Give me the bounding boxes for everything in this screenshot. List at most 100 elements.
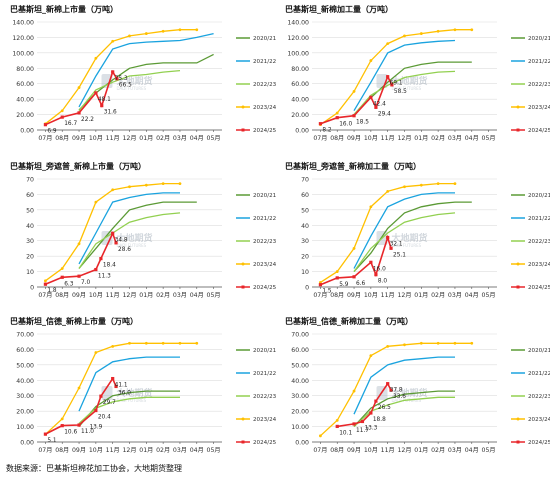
y-tick-label: 140.00: [12, 20, 34, 27]
data-point: [419, 341, 423, 345]
data-point: [128, 34, 131, 38]
chart-svg: 0.00 20.00 40.00 60.00 80.00 100.00 120.00 140.…: [287, 20, 550, 143]
y-tick-label: 140.00: [287, 20, 309, 27]
series-line-2022-23: [78, 212, 181, 269]
watermark-name: 大地期货: [117, 387, 153, 399]
series-line-2020-21: [78, 390, 180, 428]
data-point: [77, 423, 81, 427]
data-point: [369, 205, 373, 209]
x-tick-label: 01月: [139, 292, 153, 299]
series-line-2021-22: [353, 356, 455, 415]
legend-marker: [516, 440, 520, 444]
y-tick-label: 60.00: [291, 347, 309, 354]
data-label: 8.0: [378, 279, 388, 285]
legend-marker: [241, 285, 245, 289]
data-point: [60, 267, 64, 270]
x-tick-label: 10月: [89, 292, 103, 299]
data-point: [386, 75, 390, 79]
x-tick-label: 01月: [414, 292, 428, 299]
x-tick-label: 10月: [364, 135, 378, 142]
data-point: [453, 28, 457, 32]
legend-label: 2020/21: [253, 193, 277, 199]
x-tick-label: 04月: [190, 135, 204, 142]
legend-item: 2023/24: [511, 417, 550, 423]
x-tick-label: 12月: [397, 135, 411, 142]
legend-marker: [516, 262, 520, 266]
x-tick-label: 08月: [55, 135, 69, 142]
data-label: 6.6: [356, 281, 366, 287]
legend-item: 2024/25: [511, 285, 550, 291]
x-tick-label: 09月: [72, 447, 86, 454]
data-point: [77, 111, 81, 115]
chart-panel-2: 巴基斯坦_新棉加工量（万吨） 0.00 20.00 40.00 60.00 80.00 10…: [275, 0, 550, 152]
series-line-2023-24: [320, 29, 472, 126]
data-point: [436, 182, 440, 186]
legend-label: 2020/21: [528, 193, 550, 199]
data-point: [111, 376, 115, 381]
legend-item: 2020/21: [236, 36, 277, 42]
legend-label: 2020/21: [253, 36, 277, 42]
data-point: [389, 246, 393, 250]
legend-label: 2023/24: [253, 262, 277, 268]
legend-label: 2023/24: [528, 105, 550, 111]
x-tick-label: 04月: [465, 135, 479, 142]
legend-marker: [241, 417, 245, 421]
legend-label: 2024/25: [253, 128, 277, 134]
data-point: [436, 341, 440, 345]
legend-label: 2023/24: [253, 417, 277, 423]
x-tick-label: 01月: [414, 135, 428, 142]
data-point: [352, 114, 356, 118]
legend-item: 2024/25: [511, 440, 550, 446]
data-point: [111, 70, 115, 74]
data-label: 6.9: [47, 129, 57, 135]
data-label: 28.6: [118, 247, 131, 253]
data-point: [94, 91, 98, 95]
data-point: [369, 411, 373, 415]
legend-label: 2021/22: [528, 59, 550, 65]
x-tick-label: 02月: [431, 135, 445, 142]
series-line-2020-21: [78, 201, 197, 269]
data-point: [114, 384, 118, 389]
y-tick-label: 70.00: [16, 332, 34, 339]
data-label: 41.1: [115, 383, 128, 389]
data-point: [60, 275, 64, 279]
y-tick-label: 40.00: [291, 378, 309, 385]
x-tick-label: 07月: [313, 447, 327, 454]
series-line-2023-24: [45, 29, 197, 125]
legend-label: 2022/23: [253, 239, 277, 245]
x-tick-label: 11月: [106, 292, 120, 299]
y-tick-label: 100.00: [287, 50, 309, 57]
data-point: [318, 283, 323, 287]
chart-panel-4: 巴基斯坦_旁遮普_新棉加工量（万吨） 0 10 20 30 40 50 60 70 07月 08月 0…: [275, 157, 550, 309]
y-tick-label: 40: [26, 223, 34, 230]
x-tick-label: 09月: [347, 135, 361, 142]
y-tick-label: 60.00: [16, 81, 34, 88]
data-point: [77, 274, 81, 278]
legend-item: 2022/23: [236, 394, 277, 400]
data-point: [335, 424, 339, 429]
y-tick-label: 20.00: [291, 112, 309, 119]
x-tick-label: 10月: [89, 447, 103, 454]
series-line-2022-23: [353, 212, 456, 272]
y-tick-label: 10: [26, 269, 34, 276]
data-point: [436, 29, 440, 33]
y-tick-label: 100.00: [12, 50, 34, 57]
watermark-sub: DADI FUTURES: [392, 86, 422, 91]
legend-marker: [241, 105, 245, 109]
series-line-2020-21: [353, 201, 472, 273]
data-point: [99, 394, 103, 398]
legend-label: 2022/23: [528, 239, 550, 245]
chart-svg: 0.00 10.00 20.00 30.00 40.00 50.00 60.00 70.00 0…: [16, 332, 277, 455]
data-point: [43, 432, 48, 436]
watermark-name: 大地期货: [392, 75, 428, 87]
y-tick-label: 20.00: [16, 409, 34, 416]
data-label: 8.2: [322, 128, 332, 134]
watermark-name: 大地期货: [392, 387, 428, 399]
data-point: [386, 42, 390, 45]
data-label: 31.6: [104, 110, 117, 116]
series-line-2021-22: [78, 32, 214, 108]
series-line-2021-22: [353, 39, 456, 112]
x-tick-label: 07月: [38, 292, 52, 299]
